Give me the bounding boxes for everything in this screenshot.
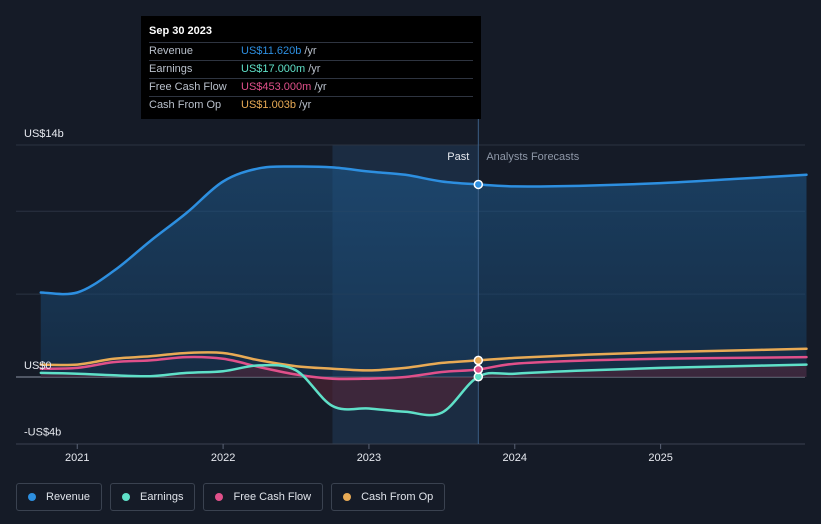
forecast-label: Analysts Forecasts	[486, 151, 579, 163]
legend-label: Cash From Op	[361, 491, 434, 503]
tooltip-row-fcf: Free Cash Flow US$453.000m /yr	[149, 78, 473, 96]
x-tick-label: 2022	[211, 452, 235, 464]
legend: Revenue Earnings Free Cash Flow Cash Fro…	[16, 483, 446, 511]
tooltip-row-earnings: Earnings US$17.000m /yr	[149, 60, 473, 78]
marker-revenue	[473, 179, 484, 190]
legend-dot-icon	[215, 493, 224, 501]
tooltip-value: US$1.003b	[241, 99, 297, 111]
tooltip-label: Free Cash Flow	[149, 81, 227, 93]
earnings-area	[40, 364, 807, 416]
legend-label: Earnings	[140, 491, 184, 503]
legend-dot-icon	[343, 493, 352, 501]
y-tick-label: -US$4b	[24, 426, 61, 438]
legend-item-free-cash-flow[interactable]: Free Cash Flow	[203, 483, 324, 511]
x-tick-label: 2025	[648, 452, 672, 464]
tooltip-unit: /yr	[308, 63, 321, 75]
tooltip-date: Sep 30 2023	[149, 25, 212, 37]
tooltip-label: Earnings	[149, 63, 193, 75]
revenue-area	[40, 166, 807, 377]
past-label: Past	[447, 151, 469, 163]
legend-dot-icon	[122, 493, 131, 501]
legend-item-revenue[interactable]: Revenue	[16, 483, 103, 511]
series-line-revenue	[39, 165, 808, 296]
series-line-earnings	[39, 363, 808, 417]
tooltip-value: US$453.000m	[241, 81, 312, 93]
marker-free-cash-flow	[473, 364, 484, 375]
tooltip-label: Revenue	[149, 45, 194, 57]
tooltip-unit: /yr	[314, 81, 327, 93]
x-tick-label: 2021	[65, 452, 89, 464]
tooltip-unit: /yr	[304, 45, 317, 57]
tooltip-value: US$17.000m	[241, 63, 306, 75]
legend-label: Free Cash Flow	[233, 491, 312, 503]
marker-cash-from-op	[473, 355, 484, 366]
y-tick-label: US$0	[24, 360, 52, 372]
legend-item-earnings[interactable]: Earnings	[110, 483, 196, 511]
x-tick-label: 2024	[503, 452, 527, 464]
series-line-cash-from-op	[39, 347, 808, 372]
legend-label: Revenue	[46, 491, 91, 503]
series-line-free-cash-flow	[39, 355, 808, 381]
tooltip-unit: /yr	[299, 99, 312, 111]
tooltip-row-cfo: Cash From Op US$1.003b /yr	[149, 96, 473, 114]
tooltip-value: US$11.620b	[241, 45, 302, 57]
tooltip-row-revenue: Revenue US$11.620b /yr	[149, 42, 473, 60]
tooltip: Sep 30 2023 Revenue US$11.620b /yr Earni…	[141, 16, 481, 119]
tooltip-label: Cash From Op	[149, 99, 222, 111]
legend-dot-icon	[28, 493, 36, 501]
x-tick-label: 2023	[357, 452, 381, 464]
y-tick-label: US$14b	[24, 128, 64, 140]
legend-item-cash-from-op[interactable]: Cash From Op	[331, 483, 446, 511]
